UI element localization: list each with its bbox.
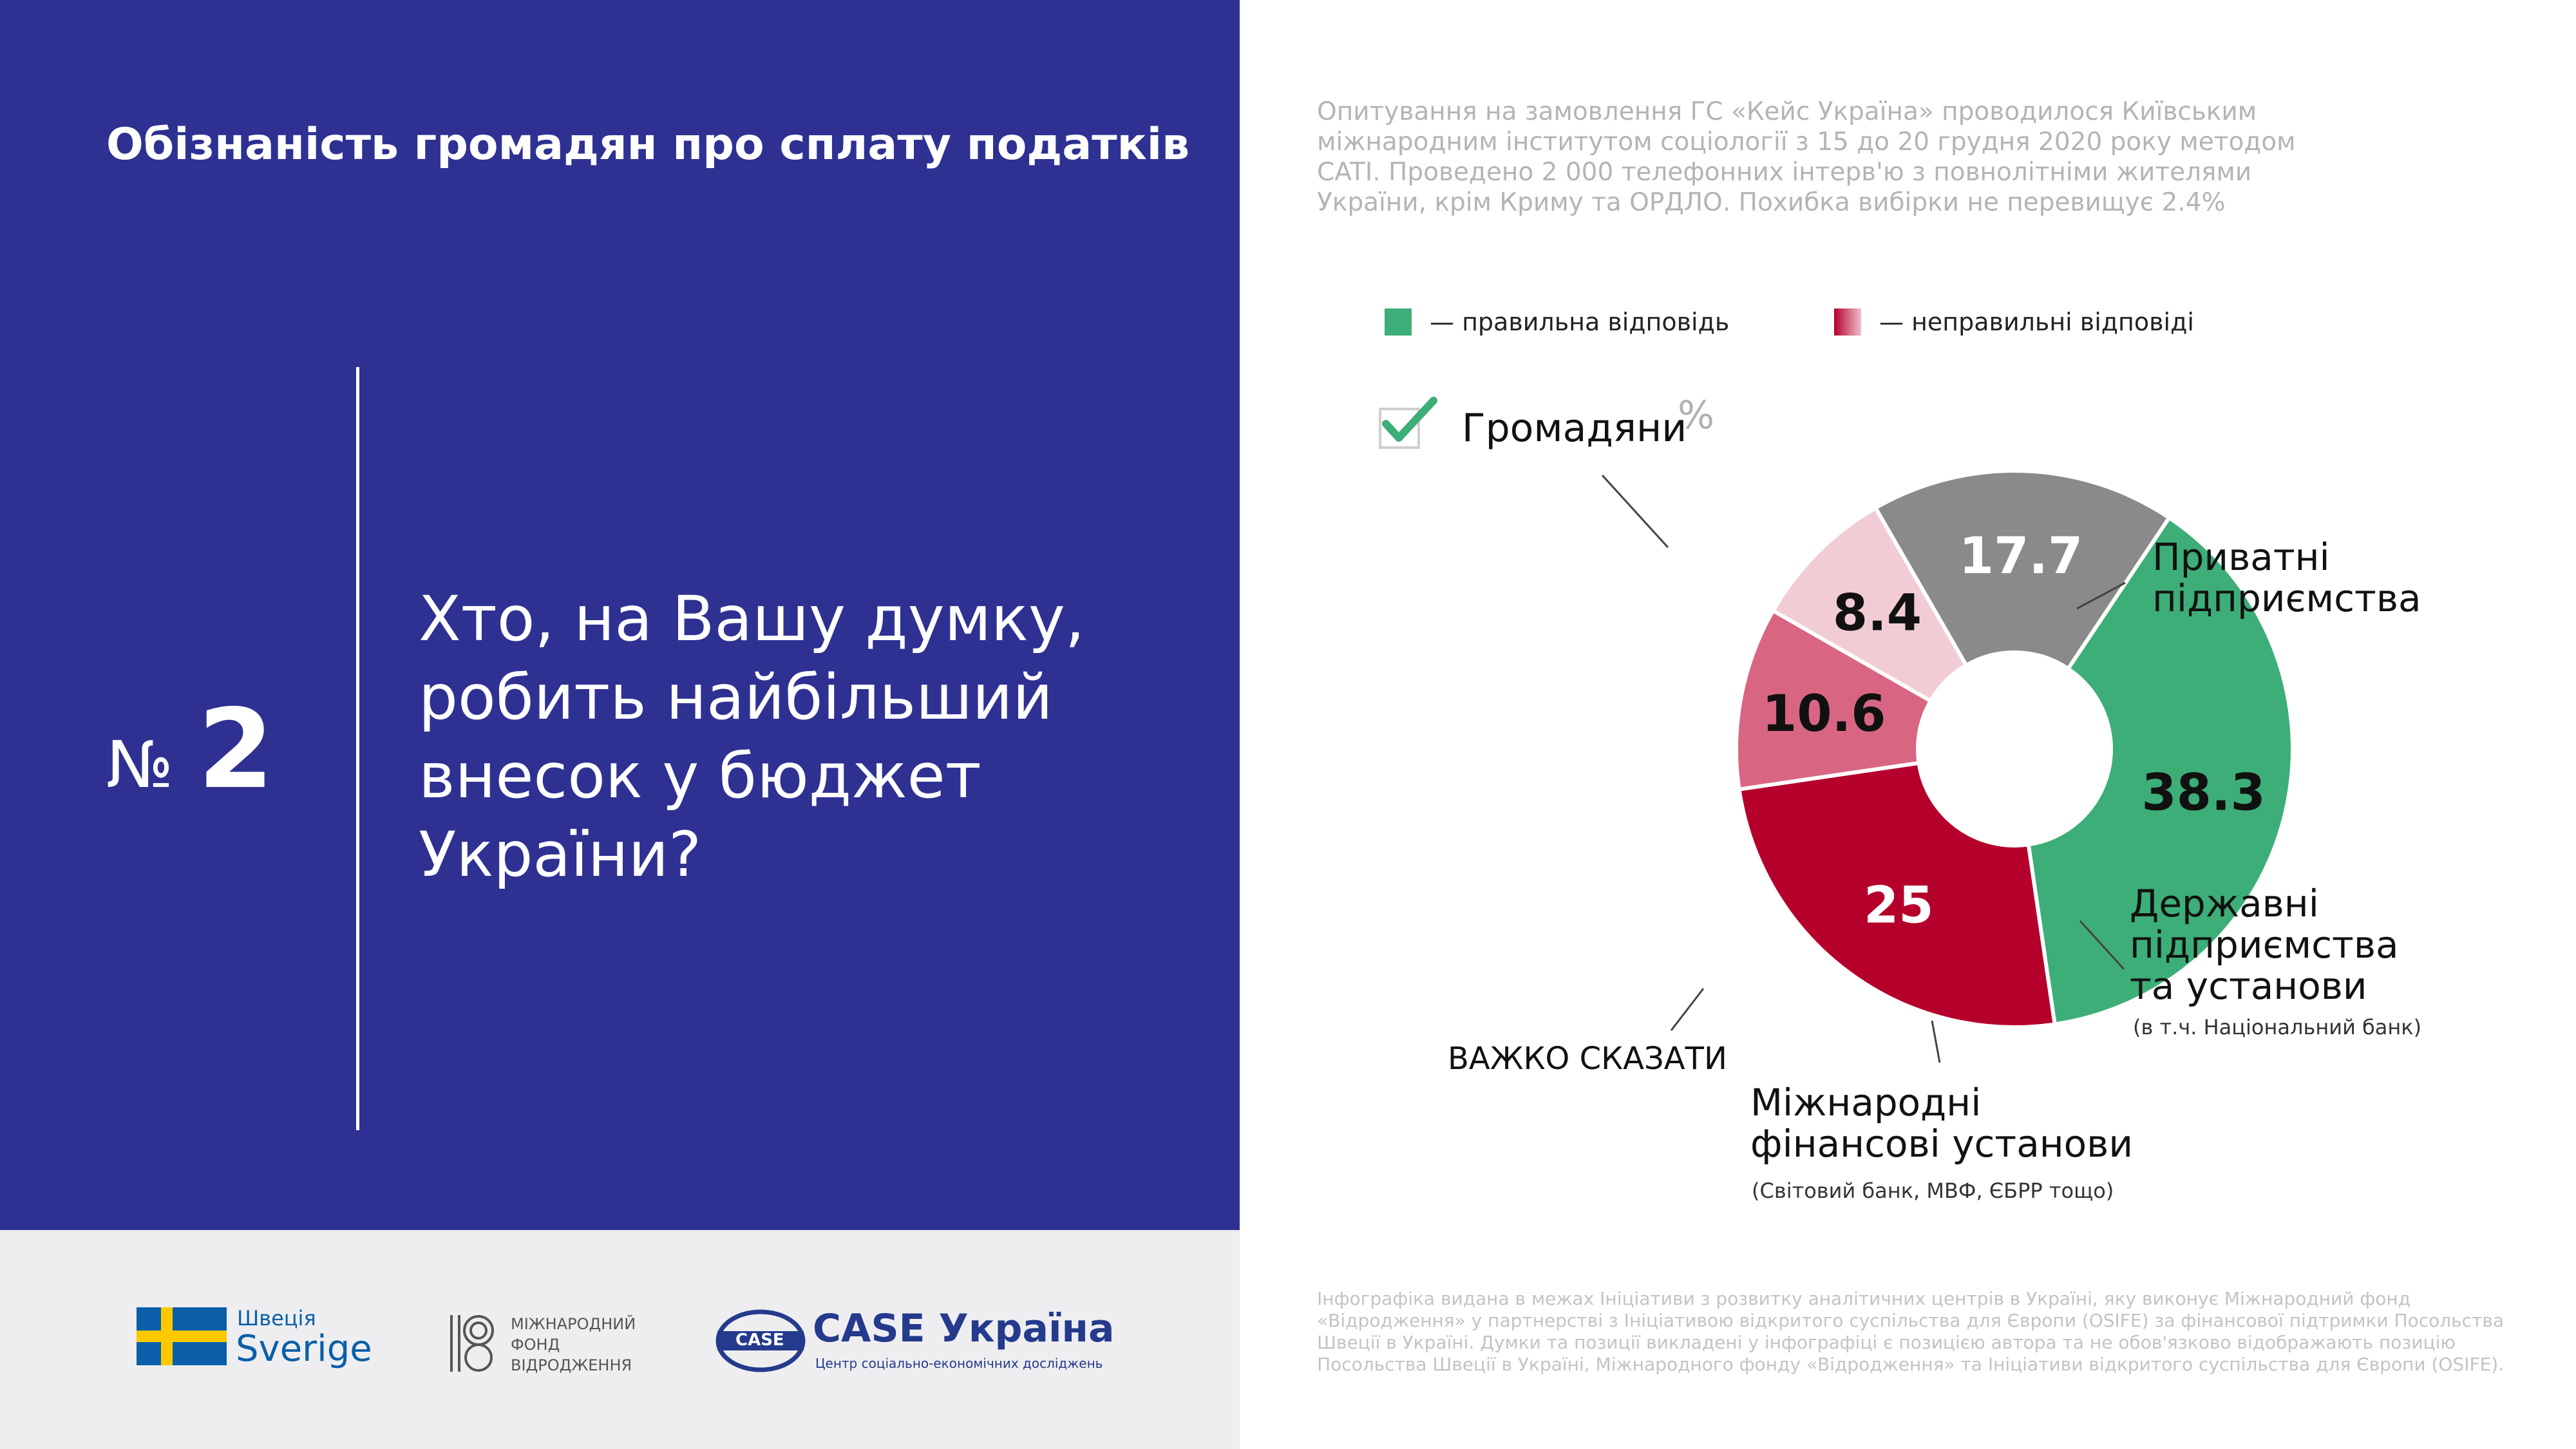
donut-slice-приватні-підприємства [1737, 761, 2058, 1029]
question-number-value: 2 [198, 686, 274, 813]
donut-value-label-приватні-підприємства: 25 [1864, 876, 1934, 934]
legend-correct-label: — правильна відповідь [1430, 308, 1730, 336]
donut-value-label-важко-сказати: 17.7 [1959, 527, 2083, 585]
legend-correct: — правильна відповідь [1385, 308, 1729, 336]
legend-swatch-correct [1385, 308, 1412, 336]
leader-line-intl [1931, 1020, 1941, 1063]
checkmark-icon [1379, 397, 1437, 449]
donut-slice-важко-сказати [1873, 469, 2172, 672]
survey-methodology-note: Опитування на замовлення ГС «Кейс Україн… [1317, 97, 2296, 217]
case-logo-subtitle: Центр соціально-економічних досліджень [815, 1356, 1103, 1371]
category-label-intl-line2: фінансові установи [1750, 1122, 2134, 1166]
irf-logo-line1: МІЖНАРОДНИЙ [511, 1315, 636, 1333]
question-number: № 2 [106, 686, 274, 813]
category-label-unknown: ВАЖКО СКАЗАТИ [1448, 1041, 1727, 1077]
legend-swatch-incorrect [1834, 308, 1861, 336]
leader-line-unknown [1670, 988, 1705, 1031]
category-label-private-line2: підприємства [2152, 576, 2421, 620]
category-label-state: Державні підприємства та установи [2130, 883, 2399, 1007]
correct-answer-label: Громадяни [1462, 406, 1687, 451]
irf-logo-line3: ВІДРОДЖЕННЯ [511, 1356, 632, 1374]
leader-line-private [2076, 582, 2126, 610]
legend-incorrect: — неправильні відповіді [1834, 308, 2194, 336]
donut-value-label-громадяни: 38.3 [2141, 764, 2265, 822]
category-note-state: (в т.ч. Національний банк) [2133, 1015, 2422, 1039]
irf-logo-line2: ФОНД [511, 1336, 560, 1354]
sweden-logo-top: Швеція [237, 1306, 316, 1331]
category-label-state-line2: підприємства [2130, 923, 2399, 967]
category-label-intl-line1: Міжнародні [1750, 1081, 1982, 1124]
vertical-divider [356, 367, 359, 1130]
leader-line-state [2079, 920, 2125, 971]
case-badge-text: CASE [735, 1331, 784, 1350]
donut-slice-громадяни [2026, 515, 2295, 1027]
category-label-intl: Міжнародні фінансові установи [1750, 1082, 2133, 1164]
left-panel: Обізнаність громадян про сплату податків… [0, 0, 1240, 1230]
case-logo-name: CASE Україна [813, 1306, 1115, 1351]
donut-slice-державні-підприємства-та-установи [1734, 608, 1933, 792]
sweden-flag-icon [137, 1307, 227, 1365]
category-note-intl: (Світовий банк, МВФ, ЄБРР тощо) [1752, 1179, 2114, 1203]
legend-incorrect-label: — неправильні відповіді [1879, 308, 2194, 336]
category-label-state-line3: та установи [2130, 964, 2367, 1008]
leader-line-citizens [1601, 474, 1669, 549]
disclaimer: Інфографіка видана в межах Ініціативи з … [1317, 1288, 2505, 1375]
category-label-state-line1: Державні [2130, 882, 2319, 925]
footer: Швеція Sverige МІЖНАРОДНИЙ ФОНД ВІДРОДЖЕ… [0, 1230, 1240, 1449]
question-text: Хто, на Вашу думку, робить найбільший вн… [419, 583, 1085, 891]
page-title: Обізнаність громадян про сплату податків [106, 119, 1190, 170]
donut-value-label-державні-підприємства-та-установи: 10.6 [1762, 685, 1886, 743]
case-logo-icon [715, 1309, 806, 1372]
sweden-logo-bottom: Sverige [236, 1328, 372, 1370]
donut-value-label-міжнародні-фінансові-установи: 8.4 [1833, 584, 1922, 642]
category-label-private: Приватні підприємства [2152, 536, 2421, 619]
donut-slice-міжнародні-фінансові-установи [1770, 505, 1969, 704]
irf-logo-icon [450, 1315, 494, 1372]
unit-label: % [1678, 393, 1715, 438]
question-number-prefix: № [106, 727, 174, 802]
category-label-private-line1: Приватні [2152, 535, 2330, 579]
